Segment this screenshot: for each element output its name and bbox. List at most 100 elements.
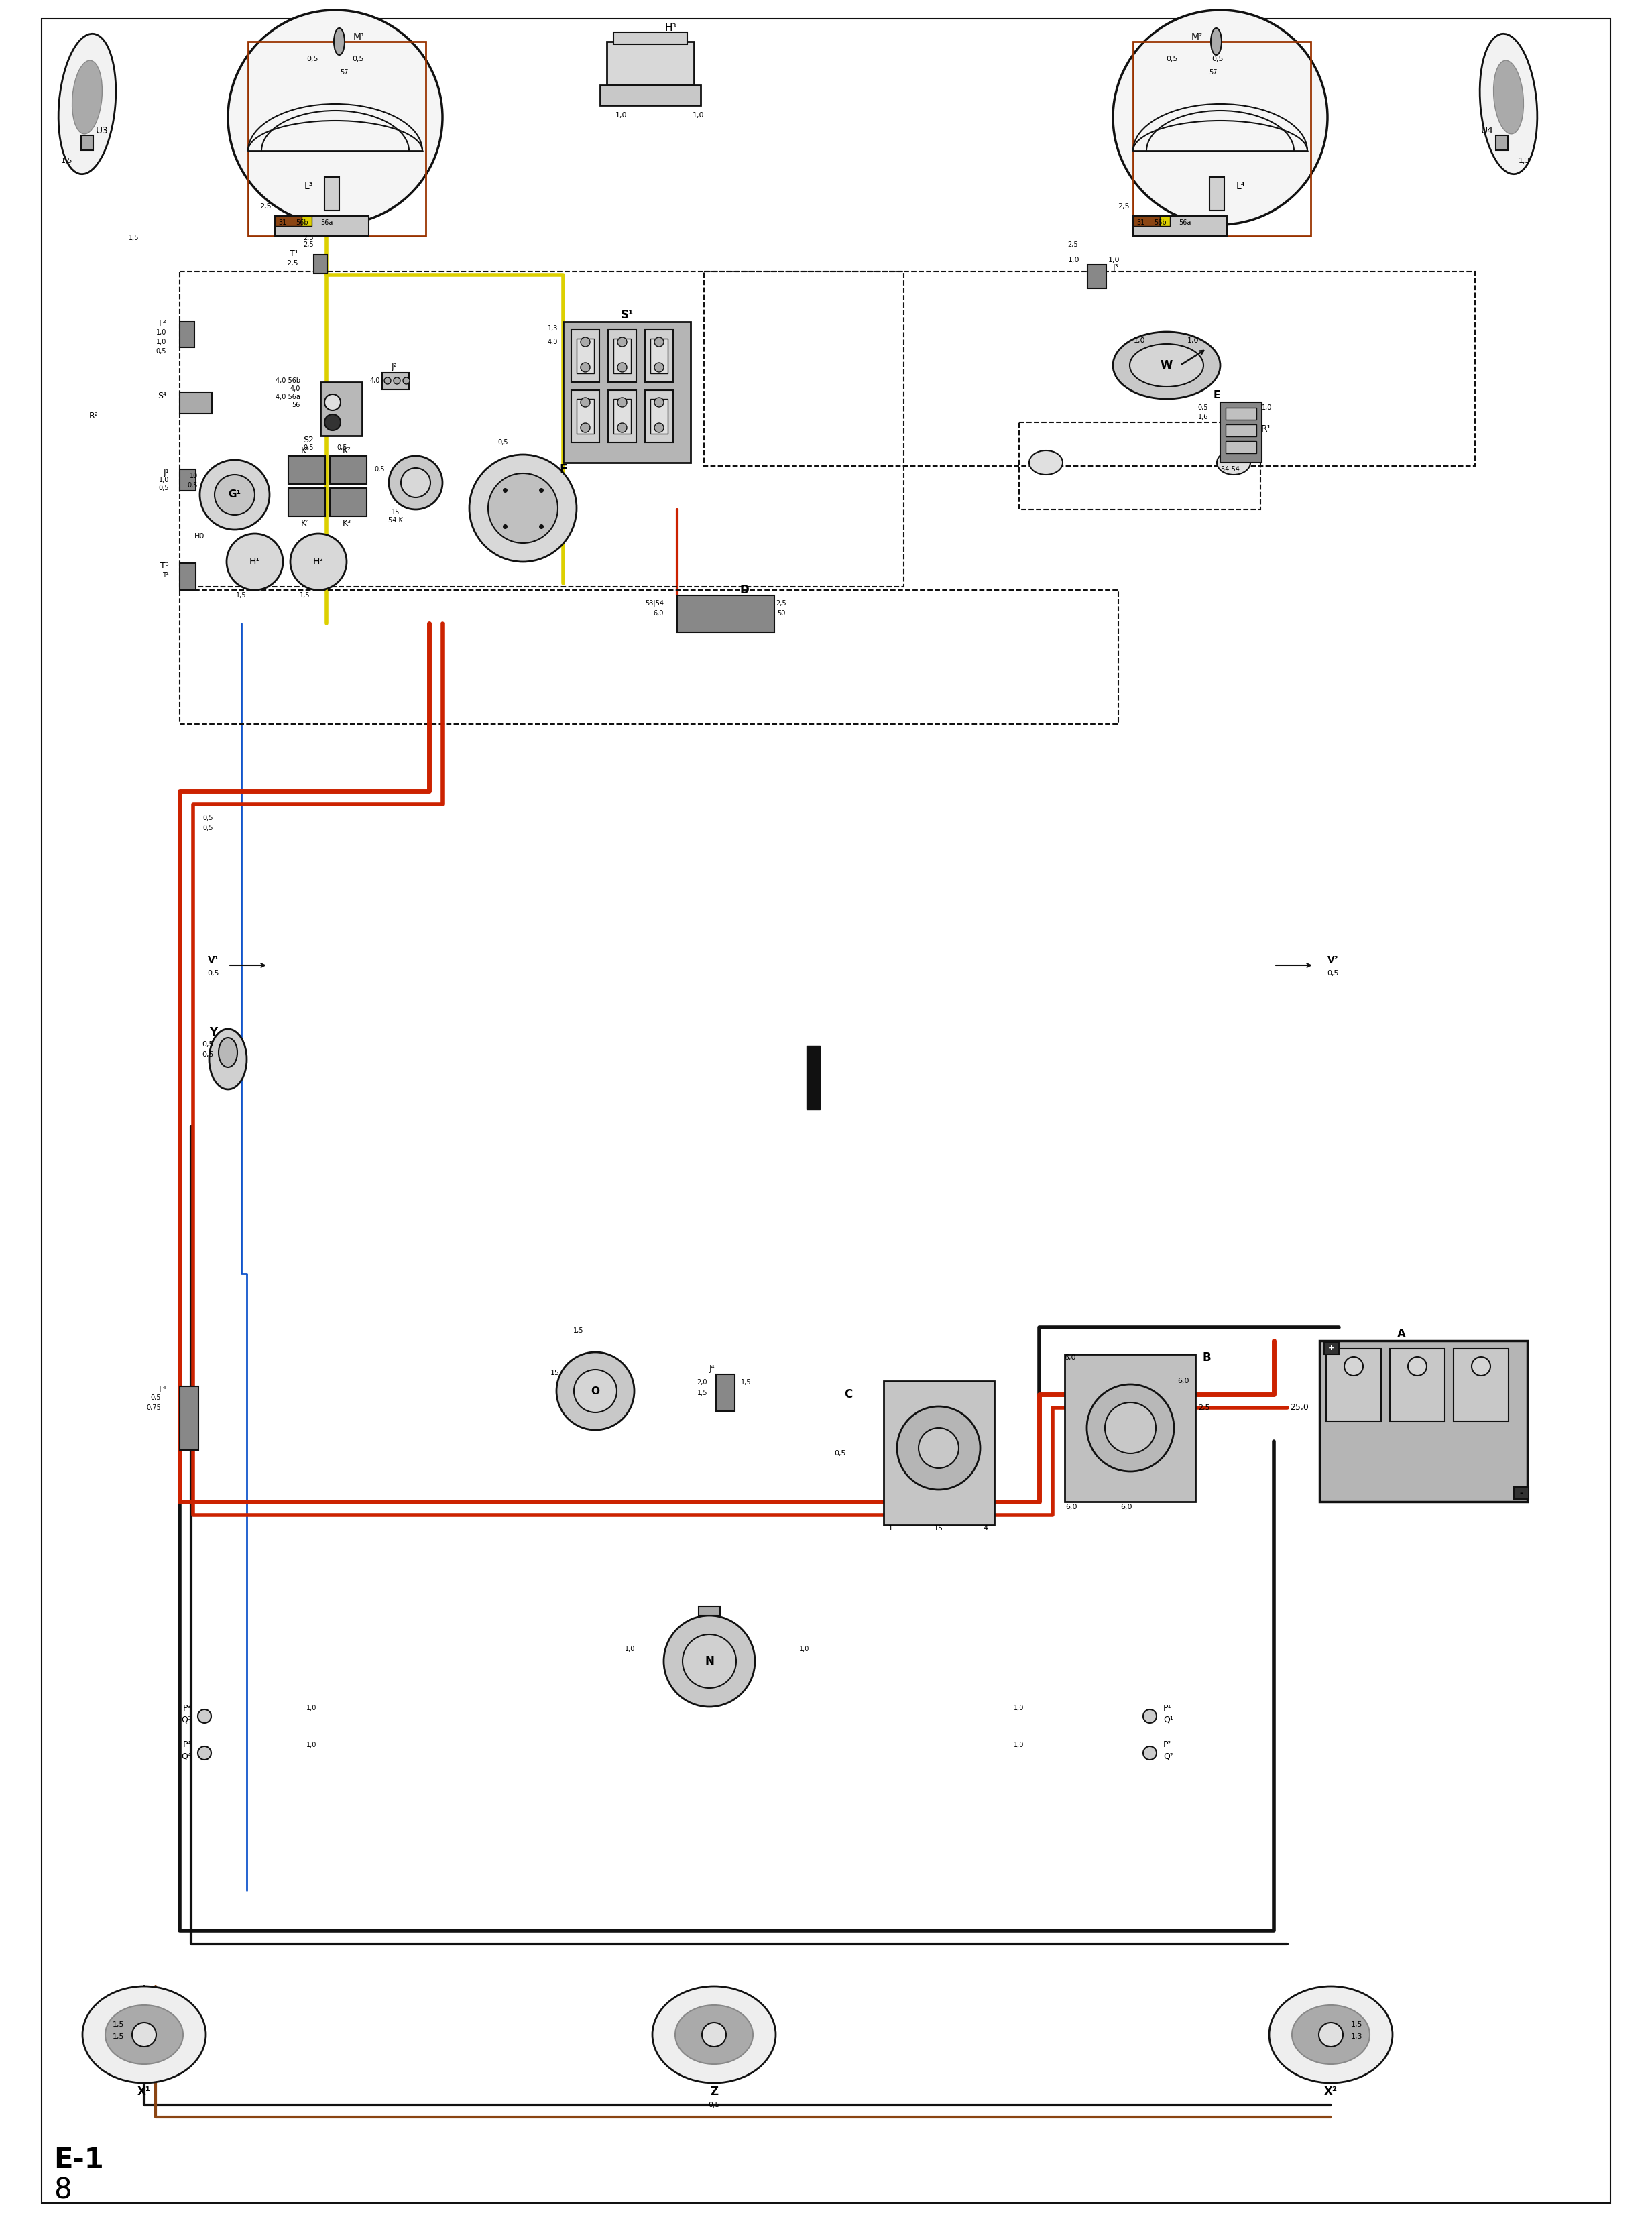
Circle shape [1408, 1357, 1427, 1375]
Text: 1,0: 1,0 [155, 338, 167, 345]
Text: N: N [705, 1655, 714, 1667]
Text: 2,0: 2,0 [697, 1380, 707, 1386]
Bar [180, 469, 197, 492]
Circle shape [557, 1353, 634, 1431]
Text: 15: 15 [933, 1524, 943, 1531]
Text: H0: H0 [195, 534, 205, 541]
Bar [608, 329, 636, 383]
Text: 57: 57 [1209, 69, 1218, 76]
Text: P²: P² [1163, 1740, 1171, 1749]
Text: 0,5: 0,5 [307, 56, 319, 62]
Text: L³: L³ [304, 182, 312, 191]
Text: 31: 31 [1137, 220, 1145, 227]
Bar [884, 1382, 995, 1524]
Circle shape [226, 534, 282, 590]
Text: 1,3: 1,3 [1351, 2034, 1363, 2040]
Text: R²: R² [89, 412, 99, 421]
Bar [651, 338, 667, 374]
Circle shape [385, 378, 392, 385]
Circle shape [1472, 1357, 1490, 1375]
Bar [572, 389, 600, 443]
Text: Q²: Q² [1163, 1751, 1173, 1760]
Circle shape [198, 1747, 211, 1760]
Circle shape [897, 1406, 980, 1489]
Text: 1,5: 1,5 [112, 2020, 124, 2027]
Text: 6,0: 6,0 [654, 610, 664, 616]
Text: 1,0: 1,0 [155, 329, 167, 336]
Text: 1,3: 1,3 [547, 325, 558, 332]
Text: 1: 1 [889, 1524, 892, 1531]
Text: 6,0: 6,0 [1120, 1504, 1132, 1511]
Text: 2,5: 2,5 [1118, 202, 1130, 209]
Bar [606, 42, 694, 85]
Text: 1,0: 1,0 [624, 1646, 636, 1653]
Circle shape [1143, 1747, 1156, 1760]
Circle shape [388, 456, 443, 510]
Circle shape [573, 1371, 616, 1413]
Text: 25,0: 25,0 [1290, 1404, 1308, 1413]
Circle shape [228, 11, 443, 225]
Text: 0,5: 0,5 [373, 465, 385, 472]
Circle shape [291, 534, 347, 590]
Circle shape [324, 414, 340, 429]
Text: U4: U4 [1480, 127, 1493, 136]
Text: 0,5: 0,5 [1327, 970, 1338, 977]
Text: 1,0: 1,0 [1014, 1742, 1024, 1749]
Text: Y: Y [210, 1026, 218, 1039]
Ellipse shape [653, 1987, 776, 2083]
Text: J²: J² [392, 363, 396, 372]
Text: 4,0 56b: 4,0 56b [276, 378, 301, 385]
Bar [1389, 1348, 1446, 1422]
Text: 1,0: 1,0 [800, 1646, 809, 1653]
Text: -: - [1520, 1489, 1523, 1497]
Ellipse shape [334, 29, 345, 56]
Text: 1,0: 1,0 [1014, 1704, 1024, 1711]
Text: 6,0: 6,0 [1066, 1504, 1077, 1511]
Bar [1325, 1342, 1338, 1355]
Bar [1454, 1348, 1508, 1422]
Ellipse shape [1218, 449, 1251, 474]
Text: 2,5: 2,5 [776, 601, 786, 607]
Bar [274, 216, 368, 236]
Bar [274, 216, 302, 227]
Text: 1,5: 1,5 [740, 1380, 752, 1386]
Text: 1,5: 1,5 [1351, 2020, 1363, 2027]
Text: T⁴: T⁴ [157, 1384, 167, 1393]
Circle shape [618, 398, 626, 407]
Text: U3: U3 [96, 127, 109, 136]
Text: 0,5: 0,5 [187, 483, 198, 489]
Text: 4,0: 4,0 [547, 338, 558, 345]
Ellipse shape [1269, 1987, 1393, 2083]
Bar [248, 42, 426, 236]
Text: 4,0: 4,0 [370, 378, 380, 385]
Text: H³: H³ [664, 22, 676, 33]
Bar [699, 1606, 720, 1615]
Bar [81, 136, 93, 149]
Circle shape [324, 394, 340, 409]
Text: 1,5: 1,5 [236, 592, 246, 599]
Circle shape [393, 378, 400, 385]
Text: 2,5: 2,5 [304, 234, 314, 240]
Ellipse shape [1480, 33, 1538, 174]
Text: 53|54: 53|54 [644, 601, 664, 607]
Circle shape [664, 1615, 755, 1707]
Circle shape [618, 338, 626, 347]
Text: 1,0: 1,0 [1188, 338, 1199, 345]
Circle shape [654, 423, 664, 432]
Bar [1226, 425, 1257, 436]
Circle shape [1143, 1709, 1156, 1722]
Circle shape [487, 474, 558, 543]
Text: S2: S2 [302, 436, 314, 445]
Bar [1513, 1486, 1528, 1500]
Text: 10: 10 [190, 472, 198, 478]
Bar [1019, 423, 1260, 510]
Bar [1226, 441, 1257, 454]
Text: 6,0: 6,0 [1064, 1355, 1075, 1362]
Ellipse shape [58, 33, 116, 174]
Circle shape [132, 2023, 157, 2047]
Circle shape [654, 338, 664, 347]
Text: 6,0: 6,0 [1178, 1377, 1189, 1384]
Text: 15
54 K: 15 54 K [388, 510, 403, 523]
Text: S¹: S¹ [621, 309, 633, 320]
Circle shape [618, 423, 626, 432]
